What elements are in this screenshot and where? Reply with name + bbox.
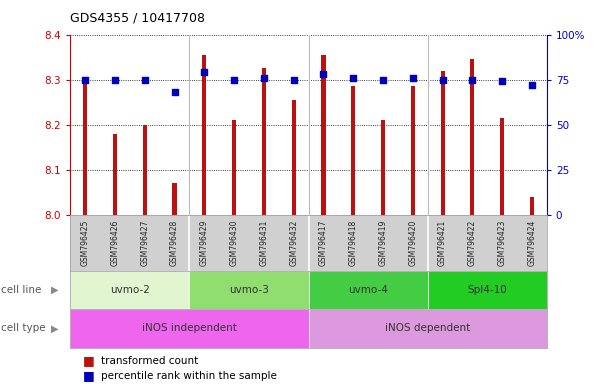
Text: GDS4355 / 10417708: GDS4355 / 10417708: [70, 12, 205, 25]
Text: GSM796428: GSM796428: [170, 220, 179, 266]
Text: GSM796421: GSM796421: [438, 220, 447, 266]
Bar: [189, 271, 309, 309]
Point: [289, 76, 299, 83]
Text: GSM796425: GSM796425: [81, 220, 90, 266]
Text: Spl4-10: Spl4-10: [467, 285, 507, 295]
Bar: [500, 118, 504, 215]
Bar: [309, 271, 428, 309]
Text: GSM796426: GSM796426: [111, 220, 119, 266]
Text: GSM796417: GSM796417: [319, 220, 328, 266]
Text: iNOS independent: iNOS independent: [142, 323, 237, 333]
Bar: [83, 84, 87, 215]
Bar: [70, 271, 189, 309]
Bar: [309, 309, 547, 348]
Bar: [441, 71, 445, 215]
Text: cell type: cell type: [1, 323, 46, 333]
Point: [170, 89, 180, 95]
Point: [348, 75, 358, 81]
Point: [408, 75, 418, 81]
Text: ■: ■: [82, 369, 94, 382]
Bar: [232, 120, 236, 215]
Point: [80, 76, 90, 83]
Text: GSM796432: GSM796432: [289, 220, 298, 266]
Text: ■: ■: [82, 354, 94, 367]
Bar: [411, 86, 415, 215]
Text: ▶: ▶: [51, 323, 58, 333]
Text: GSM796423: GSM796423: [498, 220, 507, 266]
Bar: [262, 68, 266, 215]
Text: uvmo-4: uvmo-4: [348, 285, 388, 295]
Text: transformed count: transformed count: [101, 356, 198, 366]
Bar: [381, 120, 385, 215]
Text: GSM796431: GSM796431: [260, 220, 268, 266]
Bar: [113, 134, 117, 215]
Bar: [202, 55, 207, 215]
Point: [110, 76, 120, 83]
Bar: [172, 184, 177, 215]
Point: [318, 71, 328, 77]
Point: [140, 76, 150, 83]
Text: iNOS dependent: iNOS dependent: [385, 323, 470, 333]
Bar: [142, 125, 147, 215]
Text: GSM796429: GSM796429: [200, 220, 209, 266]
Point: [229, 76, 239, 83]
Bar: [291, 100, 296, 215]
Text: GSM796430: GSM796430: [230, 220, 238, 266]
Text: GSM796419: GSM796419: [379, 220, 387, 266]
Point: [497, 78, 507, 84]
Point: [259, 75, 269, 81]
Text: cell line: cell line: [1, 285, 42, 295]
Text: ▶: ▶: [51, 285, 58, 295]
Bar: [470, 60, 475, 215]
Text: GSM796424: GSM796424: [527, 220, 536, 266]
Point: [199, 70, 209, 76]
Point: [467, 76, 477, 83]
Text: GSM796427: GSM796427: [141, 220, 149, 266]
Bar: [530, 197, 534, 215]
Bar: [70, 309, 309, 348]
Point: [527, 82, 537, 88]
Text: GSM796418: GSM796418: [349, 220, 357, 266]
Bar: [351, 86, 356, 215]
Text: percentile rank within the sample: percentile rank within the sample: [101, 371, 277, 381]
Text: GSM796420: GSM796420: [408, 220, 417, 266]
Point: [378, 76, 388, 83]
Bar: [321, 55, 326, 215]
Text: GSM796422: GSM796422: [468, 220, 477, 266]
Text: uvmo-2: uvmo-2: [110, 285, 150, 295]
Text: uvmo-3: uvmo-3: [229, 285, 269, 295]
Bar: [428, 271, 547, 309]
Point: [437, 76, 447, 83]
